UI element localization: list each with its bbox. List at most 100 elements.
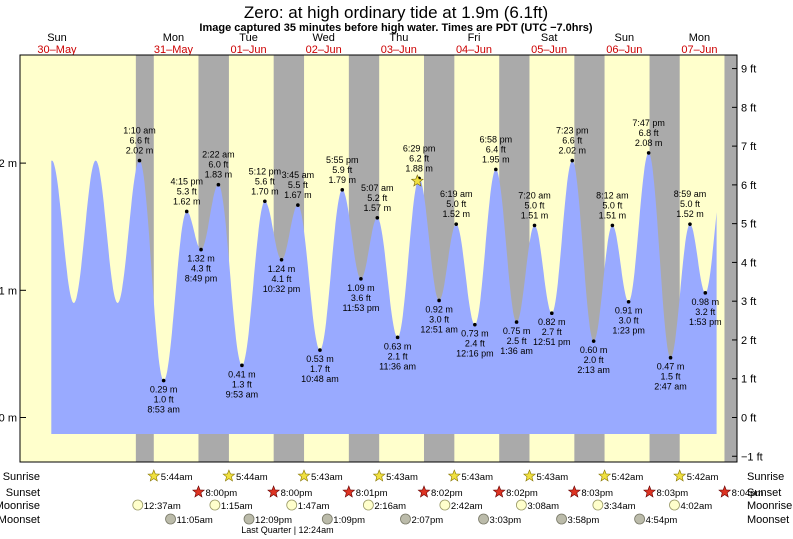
moonrise-time: 1:15am — [221, 501, 253, 512]
extreme-label: 1.52 m — [676, 209, 704, 219]
moonrise-time: 1:47am — [298, 501, 330, 512]
row-label-left: Sunrise — [3, 471, 40, 483]
left-tick-label: 2 m — [0, 158, 17, 170]
extreme-label: 2:22 am — [202, 150, 235, 160]
extreme-label: 5:12 pm — [249, 166, 282, 176]
extreme-label: 1.70 m — [251, 186, 279, 196]
extreme-label: 1.95 m — [482, 154, 510, 164]
axes: 0 m 1 m 2 m −1 ft 0 ft 1 ft 2 ft 3 ft 4 ft 5 ft 6 … — [0, 64, 763, 464]
extreme-label: 5.0 ft — [602, 200, 623, 210]
row-label-left: Sunset — [6, 487, 40, 499]
extreme-label: 1.3 ft — [232, 379, 253, 389]
sunset-time: 8:00pm — [281, 488, 313, 499]
extreme-point — [646, 151, 651, 155]
extreme-point — [296, 203, 300, 207]
extreme-point — [263, 199, 267, 204]
extreme-point — [514, 320, 519, 324]
row-label-right: Moonrise — [747, 500, 792, 512]
day-date: 05–Jun — [531, 44, 567, 56]
extreme-label: 5.3 ft — [177, 186, 198, 196]
sunset-icon — [342, 485, 356, 498]
sunrise-icon — [147, 469, 161, 482]
extreme-label: 7:23 pm — [556, 126, 589, 136]
extreme-label: 1.32 m — [187, 254, 215, 264]
extreme-point — [494, 167, 498, 172]
sunset-time: 8:03pm — [581, 488, 613, 499]
extreme-point — [184, 209, 189, 214]
extreme-label: 6.6 ft — [562, 136, 583, 146]
day-headers: Sun30–MayMon31–MayTue01–JunWed02–JunThu0… — [37, 32, 717, 56]
left-tick-label: 1 m — [0, 285, 17, 297]
day-name: Wed — [312, 32, 334, 44]
chart-subtitle: Image captured 35 minutes before high wa… — [199, 22, 593, 34]
moonset-time: 12:09pm — [255, 515, 292, 526]
extreme-label: 0.73 m — [461, 329, 489, 339]
extreme-label: 12:16 pm — [456, 349, 494, 359]
extreme-label: 1.57 m — [364, 203, 392, 213]
moonset-time: 3:03pm — [490, 515, 522, 526]
moonrise-icon — [286, 499, 298, 511]
night-band — [724, 55, 737, 462]
extreme-label: 11:53 pm — [342, 303, 379, 313]
right-tick-label: 7 ft — [741, 141, 756, 153]
extreme-point — [570, 158, 575, 163]
day-name: Sun — [47, 32, 67, 44]
moonrise-icon — [669, 499, 680, 511]
extreme-label: 5.0 ft — [446, 199, 467, 209]
sunset-time: 8:02pm — [431, 488, 463, 499]
extreme-label: 3.2 ft — [695, 307, 716, 317]
extreme-label: 5.5 ft — [288, 180, 309, 190]
extreme-label: 1:23 pm — [612, 326, 645, 336]
sunrise-time: 5:43am — [311, 472, 343, 483]
extreme-label: 0.47 m — [657, 362, 685, 372]
day-date: 30–May — [37, 44, 77, 56]
extreme-label: 0.53 m — [306, 354, 334, 364]
extreme-point — [279, 257, 284, 262]
extreme-label: 2.4 ft — [465, 339, 486, 349]
right-tick-label: 2 ft — [741, 335, 756, 347]
moonrise-time: 4:02am — [680, 501, 712, 512]
extreme-label: 8:49 pm — [185, 274, 218, 284]
moonrise-time: 2:16am — [374, 501, 406, 512]
extreme-point — [340, 188, 345, 192]
extreme-point — [359, 277, 363, 281]
extreme-point — [318, 348, 322, 352]
extreme-label: 7:20 am — [518, 190, 551, 200]
extreme-point — [688, 222, 692, 226]
row-label-left: Moonset — [0, 514, 40, 526]
moonset-time: 2:07pm — [411, 515, 443, 526]
day-name: Mon — [689, 32, 710, 44]
extreme-label: 3.0 ft — [429, 314, 450, 324]
extreme-label: 1.88 m — [405, 163, 433, 173]
right-tick-label: 3 ft — [741, 296, 756, 308]
extreme-point — [216, 182, 221, 187]
extreme-label: 0.92 m — [425, 304, 453, 314]
extreme-label: 1.24 m — [268, 264, 296, 274]
extreme-label: 12:51 am — [420, 324, 458, 334]
extreme-label: 1.52 m — [442, 209, 470, 219]
moonset-icon — [321, 513, 333, 525]
extreme-label: 1.0 ft — [154, 395, 175, 405]
extreme-label: 6.8 ft — [639, 128, 660, 138]
extreme-label: 7:47 pm — [632, 118, 665, 128]
day-name: Mon — [163, 32, 184, 44]
extreme-point — [137, 158, 142, 163]
extreme-label: 6.6 ft — [130, 136, 151, 146]
extreme-point — [240, 363, 244, 368]
extreme-label: 2.02 m — [558, 146, 586, 156]
extreme-label: 1.62 m — [173, 196, 201, 206]
moonrise-time: 3:34am — [604, 501, 636, 512]
sunrise-time: 5:42am — [687, 472, 719, 483]
extreme-point — [610, 223, 615, 228]
day-name: Tue — [239, 32, 258, 44]
tide-curve — [51, 152, 717, 434]
extreme-point — [437, 298, 441, 303]
extreme-label: 3.6 ft — [351, 293, 372, 303]
day-date: 31–May — [154, 44, 194, 56]
right-tick-label: 9 ft — [741, 64, 756, 76]
sunrise-icon — [222, 469, 236, 482]
extreme-point — [626, 299, 631, 304]
sunset-icon — [567, 485, 581, 498]
sunset-time: 8:02pm — [506, 488, 538, 499]
